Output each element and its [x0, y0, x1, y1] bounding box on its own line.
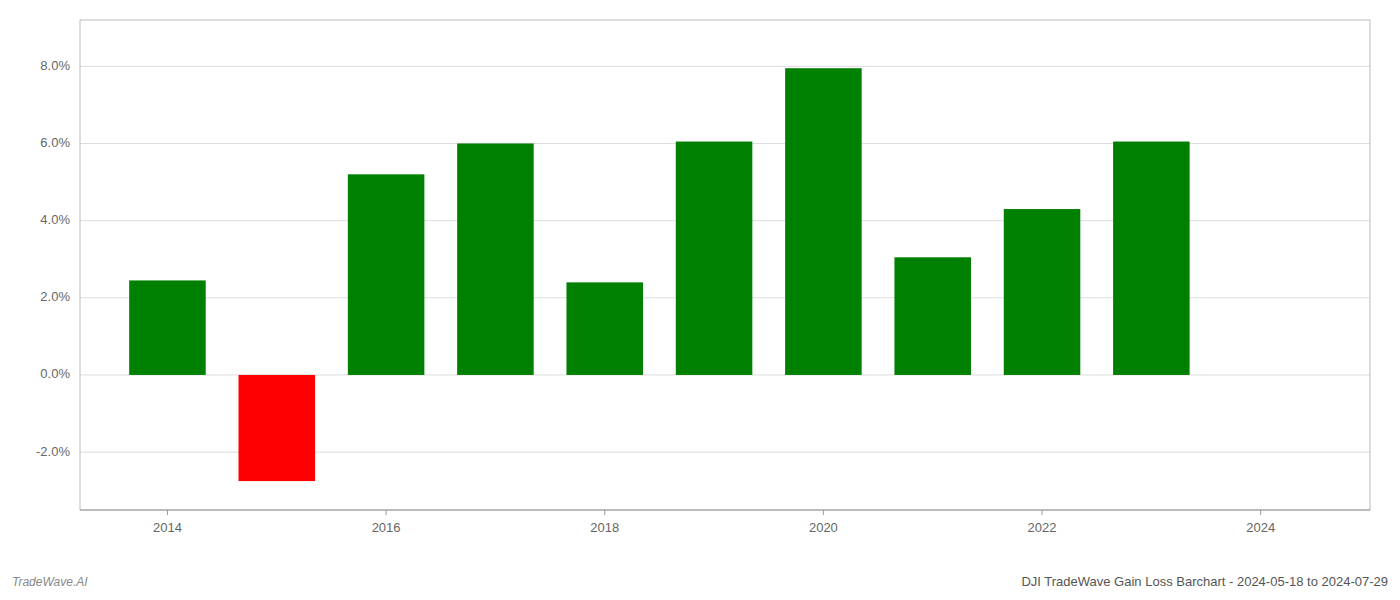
x-tick [167, 510, 168, 515]
background [0, 0, 1400, 600]
x-tick [823, 510, 824, 515]
y-tick-label: -2.0% [36, 444, 70, 459]
bar [676, 142, 753, 375]
bars [129, 68, 1189, 481]
x-tick [604, 510, 605, 515]
x-tick-label: 2018 [590, 520, 619, 535]
y-tick-label: 0.0% [40, 366, 70, 381]
x-tick [386, 510, 387, 515]
x-tick-label: 2016 [372, 520, 401, 535]
plot-frame [80, 20, 1370, 510]
y-axis: -2.0% 0.0% 2.0% 4.0% 6.0% 8.0% [36, 58, 1370, 459]
x-tick [1042, 510, 1043, 515]
y-tick-label: 2.0% [40, 289, 70, 304]
bar [239, 375, 316, 481]
chart: -2.0% 0.0% 2.0% 4.0% 6.0% 8.0% 2014 2016 2018 202… [0, 0, 1400, 600]
bar [457, 143, 534, 374]
watermark: TradeWave.AI [12, 575, 88, 589]
bar [894, 257, 971, 375]
x-tick-label: 2024 [1246, 520, 1275, 535]
bar [129, 280, 206, 375]
x-tick-label: 2020 [809, 520, 838, 535]
x-tick-label: 2014 [153, 520, 182, 535]
bar [566, 282, 643, 375]
y-tick-label: 4.0% [40, 212, 70, 227]
bar [348, 174, 425, 375]
title: DJI TradeWave Gain Loss Barchart - 2024-… [1021, 574, 1388, 589]
bar [1004, 209, 1081, 375]
grid-line [80, 66, 1370, 67]
bar [1113, 142, 1190, 375]
x-tick [1260, 510, 1261, 515]
bar [785, 68, 862, 375]
x-axis: 2014 2016 2018 2020 2022 2024 [80, 510, 1370, 535]
y-tick-label: 6.0% [40, 135, 70, 150]
x-axis-line [80, 510, 1370, 511]
y-tick-label: 8.0% [40, 58, 70, 73]
x-tick-label: 2022 [1028, 520, 1057, 535]
